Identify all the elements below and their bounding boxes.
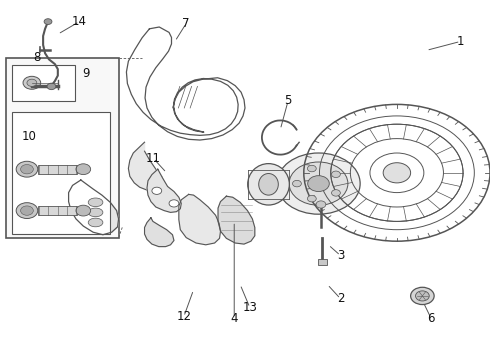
Ellipse shape [248, 163, 289, 205]
Ellipse shape [88, 208, 103, 217]
Ellipse shape [88, 218, 103, 227]
Circle shape [76, 164, 91, 175]
Polygon shape [218, 196, 255, 244]
Circle shape [308, 176, 329, 192]
Ellipse shape [259, 174, 278, 195]
Text: 13: 13 [243, 301, 257, 314]
Polygon shape [147, 169, 181, 212]
Circle shape [383, 163, 411, 183]
Polygon shape [128, 142, 164, 190]
Text: 2: 2 [337, 292, 344, 305]
Circle shape [307, 195, 316, 202]
Circle shape [16, 203, 38, 219]
Circle shape [21, 206, 33, 215]
Circle shape [76, 205, 91, 216]
Text: 3: 3 [337, 249, 344, 262]
Bar [6, 58, 119, 238]
Circle shape [416, 291, 429, 301]
Circle shape [21, 165, 33, 174]
Circle shape [307, 165, 316, 172]
Text: 6: 6 [427, 312, 435, 325]
Circle shape [44, 19, 52, 24]
Bar [38, 206, 77, 215]
Text: 1: 1 [457, 35, 465, 48]
Circle shape [332, 171, 341, 177]
Circle shape [332, 190, 341, 196]
Text: 9: 9 [82, 67, 90, 80]
Bar [12, 65, 75, 101]
Text: 10: 10 [22, 130, 37, 143]
Circle shape [169, 200, 179, 207]
Circle shape [316, 201, 326, 208]
Circle shape [411, 287, 434, 305]
Text: 5: 5 [284, 94, 292, 107]
Polygon shape [145, 218, 174, 247]
Circle shape [289, 162, 348, 205]
Text: 11: 11 [146, 152, 161, 165]
Ellipse shape [88, 198, 103, 207]
Text: 8: 8 [33, 51, 41, 64]
Circle shape [152, 187, 162, 194]
Text: 7: 7 [182, 17, 190, 30]
Text: 4: 4 [230, 312, 238, 325]
Text: 12: 12 [176, 310, 191, 323]
Polygon shape [179, 194, 220, 245]
Bar [12, 112, 110, 234]
Circle shape [27, 79, 37, 86]
Circle shape [47, 83, 56, 90]
Text: 14: 14 [72, 15, 87, 28]
Bar [318, 259, 327, 265]
Circle shape [23, 76, 41, 89]
Bar [38, 165, 77, 174]
Circle shape [277, 153, 360, 214]
Polygon shape [69, 180, 119, 235]
Circle shape [293, 180, 301, 187]
Circle shape [16, 161, 38, 177]
